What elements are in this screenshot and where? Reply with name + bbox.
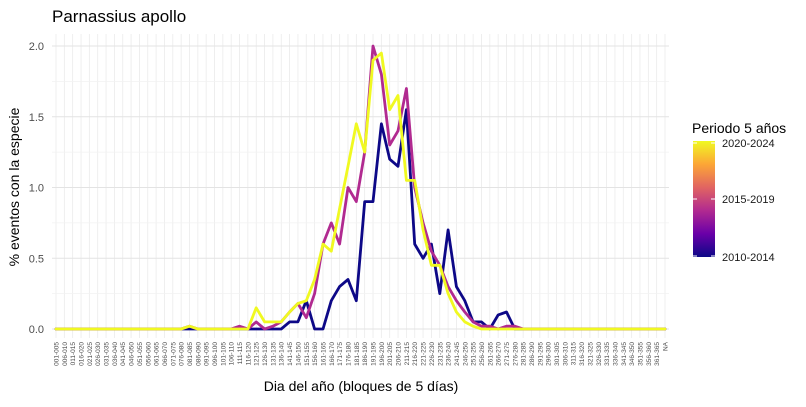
x-tick-label: 256-260 bbox=[479, 342, 486, 366]
x-axis-label: Dia del año (bloques de 5 días) bbox=[264, 378, 459, 394]
x-tick-label: 296-300 bbox=[546, 342, 553, 366]
x-tick-label: 226-230 bbox=[429, 342, 436, 366]
x-tick-label: 106-110 bbox=[229, 342, 236, 366]
x-tick-label: 291-295 bbox=[537, 342, 544, 366]
x-tick-label: 326-330 bbox=[596, 342, 603, 366]
x-tick-label: 111-115 bbox=[237, 342, 244, 365]
y-tick-label: 1.0 bbox=[29, 183, 44, 195]
x-tick-label: 056-060 bbox=[145, 342, 152, 366]
x-tick-label: 266-270 bbox=[496, 342, 503, 366]
x-tick-label: 281-285 bbox=[521, 342, 528, 366]
x-tick-label: 151-155 bbox=[304, 342, 311, 366]
x-tick-label: 351-355 bbox=[637, 342, 644, 366]
x-tick-label: 201-205 bbox=[387, 342, 394, 366]
x-tick-label: 346-350 bbox=[629, 342, 636, 366]
legend-title: Periodo 5 años bbox=[692, 120, 786, 136]
x-tick-label: 336-340 bbox=[612, 342, 619, 366]
x-tick-label: 181-185 bbox=[354, 342, 361, 366]
x-tick-label: 191-195 bbox=[371, 342, 378, 366]
x-axis-ticks: 001-005 006-010 011-015 016-020 021-025 026-0… bbox=[54, 341, 670, 366]
series-layer bbox=[54, 44, 667, 331]
x-tick-label: 246-250 bbox=[462, 342, 469, 366]
x-tick-label: 001-005 bbox=[54, 342, 61, 366]
legend-label-top: 2020-2024 bbox=[722, 138, 775, 150]
x-tick-label: 041-045 bbox=[120, 342, 127, 366]
legend-label-bot: 2010-2014 bbox=[722, 252, 775, 264]
x-tick-label: 136-140 bbox=[279, 342, 286, 366]
x-tick-label: 156-160 bbox=[312, 342, 319, 366]
y-tick-label: 0.5 bbox=[29, 253, 44, 265]
x-tick-label: 161-165 bbox=[320, 342, 327, 366]
y-tick-label: 2.0 bbox=[29, 41, 44, 53]
x-tick-label: 261-265 bbox=[487, 342, 494, 366]
x-tick-label: 251-255 bbox=[471, 342, 478, 366]
x-tick-label: 096-100 bbox=[212, 342, 219, 366]
x-tick-label: 241-245 bbox=[454, 342, 461, 366]
x-tick-label: 026-030 bbox=[95, 342, 102, 366]
x-tick-label: 331-335 bbox=[604, 342, 611, 366]
legend-label-mid: 2015-2019 bbox=[722, 194, 775, 206]
x-tick-label: 051-055 bbox=[137, 342, 144, 366]
x-tick-label: 356-360 bbox=[646, 342, 653, 366]
legend: Periodo 5 años 2020-2024 2015-2019 2010-… bbox=[692, 120, 786, 264]
x-tick-label: 016-020 bbox=[79, 342, 86, 366]
x-tick-label: 341-345 bbox=[621, 342, 628, 366]
x-tick-label: 321-325 bbox=[587, 342, 594, 366]
x-tick-label: 221-225 bbox=[421, 342, 428, 366]
x-tick-label: 036-040 bbox=[112, 342, 119, 366]
x-tick-label: 021-025 bbox=[87, 342, 94, 366]
x-tick-label: 061-065 bbox=[154, 342, 161, 366]
x-tick-label: NA bbox=[663, 341, 670, 351]
x-tick-label: 011-015 bbox=[70, 342, 77, 366]
x-tick-label: 171-175 bbox=[337, 342, 344, 366]
x-tick-label: 361-365 bbox=[654, 342, 661, 366]
x-tick-label: 046-050 bbox=[129, 342, 136, 366]
x-tick-label: 276-280 bbox=[512, 342, 519, 366]
series-line-2020-2024 bbox=[54, 51, 667, 331]
x-tick-label: 081-085 bbox=[187, 342, 194, 366]
x-tick-label: 271-275 bbox=[504, 342, 511, 366]
x-tick-label: 176-180 bbox=[345, 342, 352, 366]
x-tick-label: 186-190 bbox=[362, 342, 369, 366]
x-tick-label: 076-080 bbox=[179, 342, 186, 366]
y-axis-label: % eventos con la especie bbox=[6, 107, 22, 266]
x-tick-label: 091-095 bbox=[204, 342, 211, 366]
x-tick-label: 236-240 bbox=[446, 342, 453, 366]
y-tick-label: 1.5 bbox=[29, 112, 44, 124]
x-tick-label: 116-120 bbox=[245, 342, 252, 366]
x-tick-label: 306-310 bbox=[562, 342, 569, 366]
x-tick-label: 316-320 bbox=[579, 342, 586, 366]
x-tick-label: 216-220 bbox=[412, 342, 419, 366]
x-tick-label: 086-090 bbox=[195, 342, 202, 366]
x-tick-label: 071-075 bbox=[170, 342, 177, 366]
x-tick-label: 141-145 bbox=[287, 342, 294, 366]
x-tick-label: 311-315 bbox=[571, 342, 578, 366]
x-tick-label: 166-170 bbox=[329, 342, 336, 366]
x-tick-label: 196-200 bbox=[379, 342, 386, 366]
x-tick-label: 131-135 bbox=[270, 342, 277, 366]
x-tick-label: 231-235 bbox=[437, 342, 444, 366]
x-tick-label: 301-305 bbox=[554, 342, 561, 366]
legend-colorbar bbox=[693, 141, 715, 257]
x-tick-label: 206-210 bbox=[396, 342, 403, 366]
x-tick-label: 211-215 bbox=[404, 342, 411, 366]
x-tick-label: 121-125 bbox=[254, 342, 261, 366]
x-tick-label: 126-130 bbox=[262, 342, 269, 366]
x-tick-label: 286-290 bbox=[529, 342, 536, 366]
x-tick-label: 031-035 bbox=[104, 342, 111, 366]
chart-title: Parnassius apollo bbox=[52, 7, 186, 26]
x-tick-label: 006-010 bbox=[62, 342, 69, 366]
y-axis-ticks: 0.0 0.5 1.0 1.5 2.0 bbox=[29, 41, 44, 336]
plot-grid bbox=[52, 34, 669, 338]
x-tick-label: 101-105 bbox=[220, 342, 227, 366]
y-tick-label: 0.0 bbox=[29, 324, 44, 336]
x-tick-label: 066-070 bbox=[162, 342, 169, 366]
x-tick-label: 146-150 bbox=[295, 342, 302, 366]
